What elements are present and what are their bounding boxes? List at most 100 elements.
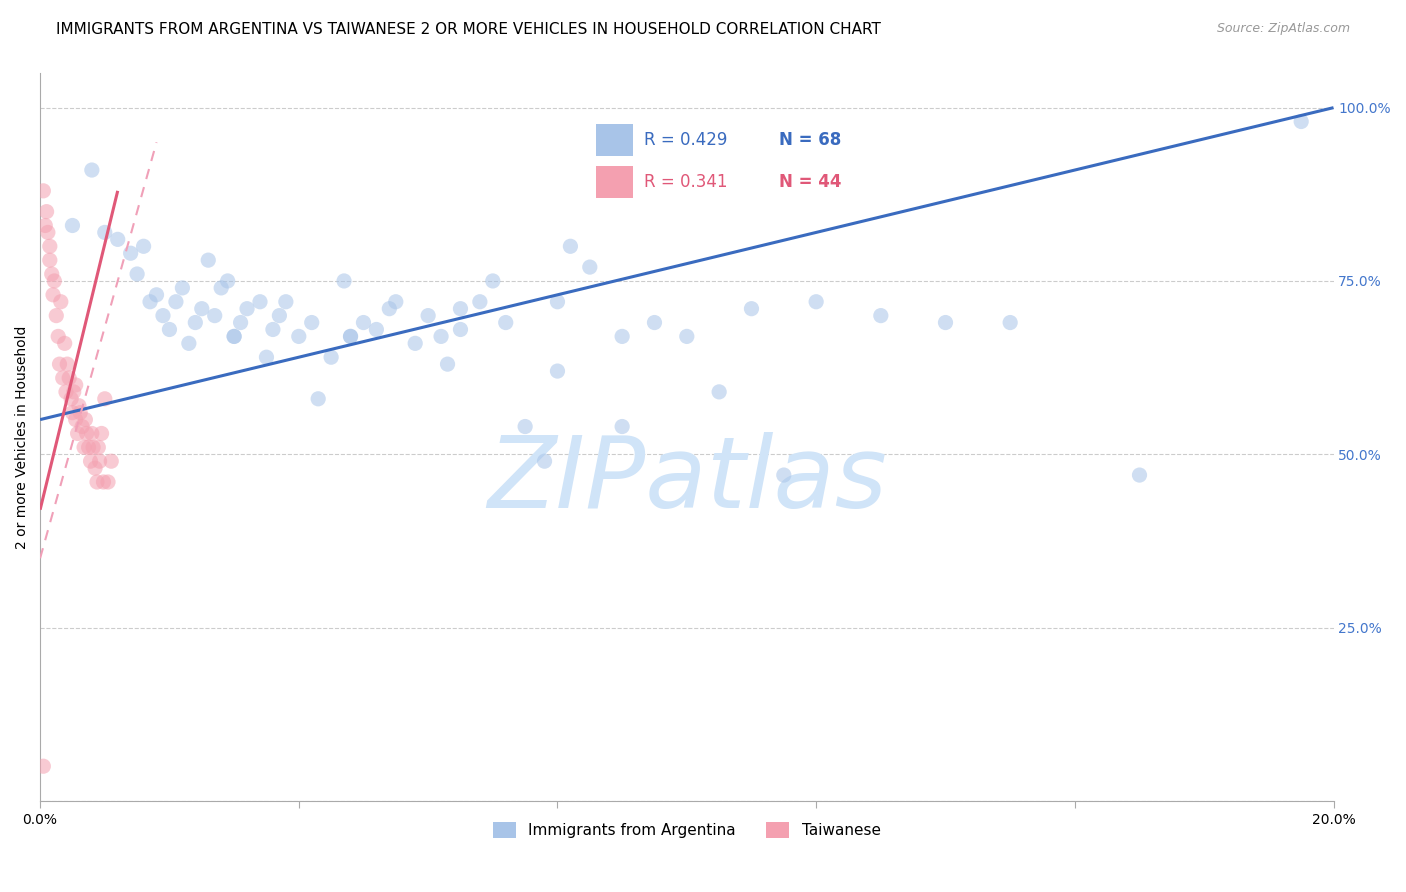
- Point: [495, 316, 517, 330]
- Point: [100, 454, 122, 468]
- Point: [37, 226, 59, 240]
- Point: [262, 322, 284, 336]
- Point: [321, 350, 343, 364]
- Point: [80, 426, 103, 441]
- Point: [236, 301, 259, 316]
- Point: [934, 316, 956, 330]
- Point: [65, 412, 87, 426]
- Point: [152, 309, 174, 323]
- Point: [307, 392, 329, 406]
- Point: [217, 274, 239, 288]
- Point: [333, 274, 356, 288]
- Point: [1289, 114, 1312, 128]
- Text: ZIPatlas: ZIPatlas: [486, 432, 887, 529]
- Point: [385, 294, 408, 309]
- Point: [53, 336, 76, 351]
- Point: [450, 322, 472, 336]
- Point: [75, 412, 97, 426]
- Point: [69, 406, 91, 420]
- Point: [32, 184, 55, 198]
- Point: [55, 384, 77, 399]
- Point: [70, 419, 93, 434]
- Point: [172, 281, 194, 295]
- Point: [224, 329, 246, 343]
- Point: [301, 316, 323, 330]
- Point: [32, 759, 55, 773]
- Point: [42, 288, 65, 302]
- Point: [274, 294, 297, 309]
- Point: [675, 329, 697, 343]
- Point: [481, 274, 503, 288]
- Point: [869, 309, 891, 323]
- Point: [41, 267, 63, 281]
- Point: [209, 281, 232, 295]
- FancyBboxPatch shape: [596, 166, 633, 198]
- Point: [610, 329, 633, 343]
- Text: R = 0.429: R = 0.429: [644, 130, 727, 149]
- Point: [120, 246, 142, 260]
- Point: [65, 378, 87, 392]
- Point: [1128, 468, 1150, 483]
- Point: [77, 440, 100, 454]
- Point: [107, 232, 129, 246]
- Point: [84, 461, 107, 475]
- Point: [93, 475, 115, 489]
- Point: [45, 309, 67, 323]
- Point: [89, 454, 111, 468]
- Point: [66, 426, 89, 441]
- Point: [450, 301, 472, 316]
- Point: [404, 336, 426, 351]
- Point: [197, 253, 219, 268]
- Point: [62, 219, 84, 233]
- Point: [184, 316, 207, 330]
- Point: [546, 364, 568, 378]
- Point: [804, 294, 827, 309]
- Point: [533, 454, 555, 468]
- FancyBboxPatch shape: [596, 124, 633, 156]
- Point: [62, 406, 84, 420]
- Point: [998, 316, 1021, 330]
- Text: Source: ZipAtlas.com: Source: ZipAtlas.com: [1216, 22, 1350, 36]
- Point: [86, 475, 108, 489]
- Point: [418, 309, 440, 323]
- Y-axis label: 2 or more Vehicles in Household: 2 or more Vehicles in Household: [15, 326, 30, 549]
- Point: [643, 316, 665, 330]
- Point: [204, 309, 226, 323]
- Point: [468, 294, 491, 309]
- Point: [73, 440, 96, 454]
- Point: [288, 329, 311, 343]
- Point: [560, 239, 582, 253]
- Point: [165, 294, 187, 309]
- Point: [90, 426, 112, 441]
- Point: [145, 288, 167, 302]
- Point: [224, 329, 246, 343]
- Point: [76, 426, 98, 441]
- Point: [132, 239, 155, 253]
- Point: [44, 274, 66, 288]
- Legend: Immigrants from Argentina, Taiwanese: Immigrants from Argentina, Taiwanese: [486, 816, 887, 844]
- Point: [191, 301, 214, 316]
- Point: [127, 267, 149, 281]
- Point: [578, 260, 600, 274]
- Point: [58, 371, 80, 385]
- Point: [97, 475, 120, 489]
- Point: [82, 440, 104, 454]
- Point: [94, 392, 117, 406]
- Point: [740, 301, 762, 316]
- Point: [56, 357, 79, 371]
- Point: [60, 392, 83, 406]
- Point: [38, 239, 60, 253]
- Point: [46, 329, 69, 343]
- Point: [707, 384, 730, 399]
- Point: [436, 357, 458, 371]
- Text: IMMIGRANTS FROM ARGENTINA VS TAIWANESE 2 OR MORE VEHICLES IN HOUSEHOLD CORRELATI: IMMIGRANTS FROM ARGENTINA VS TAIWANESE 2…: [56, 22, 882, 37]
- Point: [366, 322, 388, 336]
- Text: N = 44: N = 44: [779, 173, 841, 191]
- Point: [339, 329, 361, 343]
- Point: [378, 301, 401, 316]
- Point: [62, 384, 84, 399]
- Point: [513, 419, 536, 434]
- Point: [80, 163, 103, 178]
- Point: [430, 329, 453, 343]
- Point: [38, 253, 60, 268]
